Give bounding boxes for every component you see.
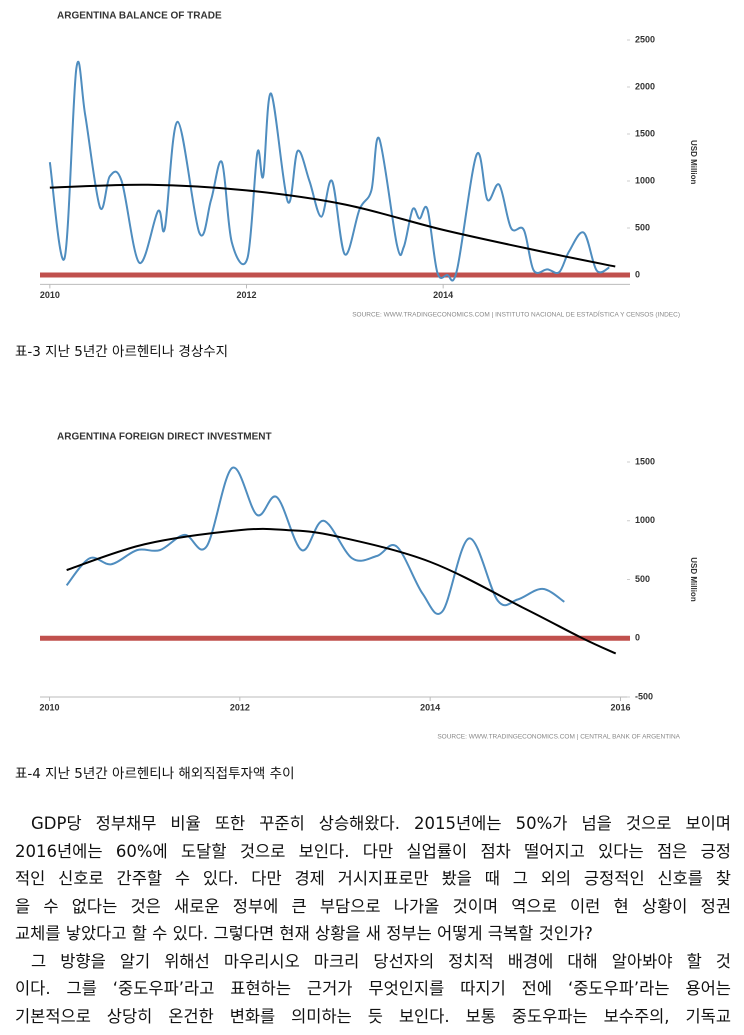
text-line: 그 방향을 알기 위해선 마우리시오 마크리 당선자의 정치적 배경에 대해 알… xyxy=(31,951,731,971)
text-line: 2016년에는 60%에 도달할 것으로 보인다. 다만 실업률이 점차 떨어지… xyxy=(15,841,731,861)
y-tick-label: 500 xyxy=(635,574,650,584)
text-line: 적인 신호로 간주할 수 있다. 다만 경제 거시지표로만 봤을 때 그 외의 … xyxy=(15,869,731,888)
text-line: 이다. 그를 ‘중도우파’라고 표현하는 근거가 무엇인지를 따지기 전에 ‘중… xyxy=(15,979,731,998)
data-line xyxy=(65,466,565,615)
y-tick-label: 1500 xyxy=(635,128,655,138)
x-tick-label: 2012 xyxy=(236,290,256,300)
x-tick-label: 2010 xyxy=(40,290,60,300)
trend-line xyxy=(49,183,616,268)
x-tick-label: 2014 xyxy=(420,702,440,712)
source: SOURCE: WWW.TRADINGECONOMICS.COM | INSTI… xyxy=(352,310,680,319)
caption: 표-3 지난 5년간 아르헨티나 경상수지 xyxy=(15,344,229,360)
text-line: GDP당 정부채무 비율 또한 꾸준히 상승해왔다. 2015년에는 50%가 … xyxy=(31,814,731,833)
y-tick-label: 2000 xyxy=(635,81,655,91)
text-line: 교체를 낳았다고 할 수 있다. 그렇다면 현재 상황을 새 정부는 어떻게 극… xyxy=(15,924,593,943)
x-tick-label: 2016 xyxy=(610,702,630,712)
y-tick-label: 0 xyxy=(635,633,640,643)
y-tick-label: 500 xyxy=(635,222,650,232)
y-axis-label: USD Million xyxy=(689,140,698,185)
chart-title: ARGENTINA BALANCE OF TRADE xyxy=(57,11,222,22)
y-tick-label: -500 xyxy=(635,691,653,701)
text-line: 기본적으로 상당히 온건한 변화를 의미하는 듯 보인다. 보통 중도우파는 보… xyxy=(15,1006,731,1026)
y-tick-label: 1000 xyxy=(635,175,655,185)
caption: 표-4 지난 5년간 아르헨티나 해외직접투자액 추이 xyxy=(15,766,295,782)
y-axis-label: USD Million xyxy=(689,557,698,602)
y-tick-label: 1500 xyxy=(635,456,655,466)
x-tick-label: 2014 xyxy=(433,290,453,300)
y-tick-label: 2500 xyxy=(635,34,655,44)
text-line: 을 수 없다는 것은 새로운 정부에 큰 부담으로 나가올 것이며 역으로 이런… xyxy=(15,896,731,916)
trend-line xyxy=(66,527,617,655)
chart: ARGENTINA FOREIGN DIRECT INVESTMENT -500 0… xyxy=(40,432,698,741)
x-tick-label: 2010 xyxy=(40,702,60,712)
data-line xyxy=(48,60,610,282)
y-tick-label: 0 xyxy=(635,269,640,279)
x-tick-label: 2012 xyxy=(230,702,250,712)
y-tick-label: 1000 xyxy=(635,515,655,525)
chart-title: ARGENTINA FOREIGN DIRECT INVESTMENT xyxy=(57,432,272,443)
chart: ARGENTINA BALANCE OF TRADE 0 500 1000 1500 20… xyxy=(40,11,698,319)
source: SOURCE: WWW.TRADINGECONOMICS.COM | CENTR… xyxy=(437,734,680,741)
body-text: GDP당 정부채무 비율 또한 꾸준히 상승해왔다. 2015년에는 50%가 … xyxy=(15,810,731,1032)
